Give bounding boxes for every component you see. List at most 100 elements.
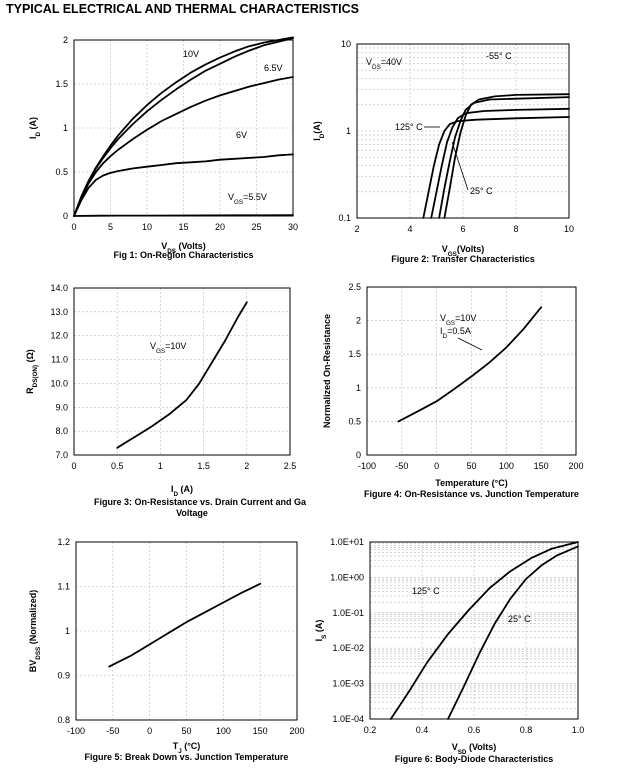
- fig6-plot-frame: [369, 541, 579, 720]
- fig4-group: -100 -50 0 50 100 150 200 0 0.5 1 1.5 2 2.5 Temperatu…: [322, 282, 584, 499]
- y-tick-label: 0.5: [348, 416, 361, 426]
- x-tick-label: 50: [466, 461, 476, 471]
- x-tick-label: 30: [288, 222, 298, 232]
- fig6-grid: [369, 542, 579, 720]
- fig5-x-axis-label: TJ (°C): [173, 741, 201, 755]
- fig2-plot-frame: [356, 43, 570, 219]
- x-tick-label: 100: [499, 461, 514, 471]
- fig3-y-axis-label: RDS(ON) (Ω): [25, 349, 39, 394]
- y-tick-label: 1.5: [55, 79, 68, 89]
- y-tick-label: 7.0: [55, 450, 68, 460]
- x-tick-label: -100: [358, 461, 376, 471]
- y-tick-label: 10.0: [50, 378, 68, 388]
- fig1-annotation-3: VGS=5.5V: [228, 192, 267, 206]
- y-tick-label: 8.0: [55, 426, 68, 436]
- fig2-grid: [356, 44, 570, 219]
- y-tick-label: 1.0E-01: [332, 608, 364, 618]
- x-tick-label: 0: [71, 222, 76, 232]
- fig6-series-0-line: [389, 541, 579, 720]
- y-tick-label: 0.9: [57, 671, 70, 681]
- fig3-grid: [73, 287, 291, 456]
- fig1-series-4-line: [73, 214, 294, 217]
- fig6-annotation-1: 25° C: [508, 614, 531, 624]
- y-tick-label: 2: [356, 316, 361, 326]
- y-tick-label: 1: [63, 123, 68, 133]
- y-tick-label: 1.0E-04: [332, 714, 364, 724]
- x-tick-label: 0: [71, 461, 76, 471]
- x-tick-label: 5: [108, 222, 113, 232]
- x-tick-label: 0.4: [416, 725, 429, 735]
- fig4-plot-frame: [366, 286, 577, 456]
- y-tick-label: 0.5: [55, 167, 68, 177]
- x-tick-label: 4: [407, 224, 412, 234]
- y-tick-label: 9.0: [55, 402, 68, 412]
- x-tick-label: 20: [215, 222, 225, 232]
- fig5-group: -100 -50 0 50 100 150 200 0.8 0.9 1 1.1 1.2 TJ (°C) B…: [28, 537, 305, 762]
- x-tick-label: 10: [564, 224, 574, 234]
- fig4-annotation-0: VGS=10V: [440, 313, 476, 327]
- y-tick-label: 1.0E+00: [330, 572, 364, 582]
- fig5-y-axis-label: BVDSS (Normalized): [28, 590, 42, 672]
- x-tick-label: 8: [513, 224, 518, 234]
- fig6-caption: Figure 6: Body-Diode Characteristics: [395, 754, 554, 764]
- fig4-caption: Figure 4: On-Resistance vs. Junction Tem…: [364, 489, 579, 499]
- annotation-leader-line: [451, 141, 469, 191]
- fig6-group: 0.2 0.4 0.6 0.8 1.0 1.0E-04 1.0E-03 1.0E-02 1.0E…: [314, 537, 584, 764]
- fig4-x-axis-label: Temperature (°C): [435, 478, 507, 488]
- fig5-plot-frame: [75, 541, 298, 721]
- x-tick-label: 100: [216, 726, 231, 736]
- fig1-annotation-1: 6.5V: [264, 63, 283, 73]
- fig3-group: 0 0.5 1 1.5 2 2.5 7.0 8.0 9.0 10.0 11.0 12.0 13.0 14.…: [25, 283, 307, 518]
- x-tick-label: 0.8: [520, 725, 533, 735]
- y-tick-label: 10: [341, 39, 351, 49]
- x-tick-label: 2.5: [284, 461, 297, 471]
- y-tick-label: 0.1: [338, 213, 351, 223]
- fig2-series-2-line: [438, 96, 570, 219]
- fig2-annotation-0: VDS=40V: [366, 57, 402, 71]
- fig2-annotation-2: 125° C: [395, 122, 423, 132]
- x-tick-label: 0.5: [111, 461, 124, 471]
- fig1-series-2-line: [73, 76, 294, 217]
- x-tick-label: 0.6: [468, 725, 481, 735]
- fig3-caption-line2: Voltage: [176, 508, 208, 518]
- y-tick-label: 13.0: [50, 307, 68, 317]
- x-tick-label: 6: [460, 224, 465, 234]
- y-tick-label: 1.0E-03: [332, 679, 364, 689]
- fig2-annotation-3: 25° C: [470, 186, 493, 196]
- fig1-series-1-line: [73, 37, 294, 217]
- y-tick-label: 1: [356, 383, 361, 393]
- y-tick-label: 1.1: [57, 582, 70, 592]
- x-tick-label: 10: [142, 222, 152, 232]
- y-tick-label: 0.8: [57, 715, 70, 725]
- x-tick-label: 200: [568, 461, 583, 471]
- fig6-series-1-line: [447, 545, 579, 720]
- fig2-annotation-1: -55° C: [486, 51, 512, 61]
- x-tick-label: 200: [289, 726, 304, 736]
- y-tick-label: 0: [356, 450, 361, 460]
- y-tick-label: 1: [346, 126, 351, 136]
- x-tick-label: 150: [253, 726, 268, 736]
- fig6-annotation-0: 125° C: [412, 586, 440, 596]
- y-tick-label: 11.0: [51, 355, 68, 365]
- y-tick-label: 1.0E+01: [330, 537, 364, 547]
- x-tick-label: 0.2: [364, 725, 377, 735]
- fig4-series-0-line: [397, 306, 543, 423]
- y-tick-label: 14.0: [50, 283, 68, 293]
- x-tick-label: 150: [534, 461, 549, 471]
- fig5-series-0-line: [108, 582, 262, 668]
- x-tick-label: 1: [158, 461, 163, 471]
- fig2-series-3-line: [443, 93, 570, 219]
- fig1-y-axis-label: ID (A): [28, 117, 42, 139]
- fig4-y-axis-label: Normalized On-Resistance: [322, 314, 332, 428]
- fig1-grid: [73, 39, 294, 217]
- fig6-x-axis-label: VSD (Volts): [452, 742, 497, 756]
- y-tick-label: 2: [63, 35, 68, 45]
- fig2-series-1-line: [430, 107, 570, 219]
- fig3-x-axis-label: ID (A): [171, 484, 193, 498]
- fig2-y-axis-label: ID(A): [312, 121, 326, 141]
- y-tick-label: 1.0E-02: [332, 643, 364, 653]
- fig5-caption: Figure 5: Break Down vs. Junction Temper…: [85, 752, 289, 762]
- annotation-leader-line: [457, 337, 483, 351]
- page-title: TYPICAL ELECTRICAL AND THERMAL CHARACTER…: [6, 2, 360, 16]
